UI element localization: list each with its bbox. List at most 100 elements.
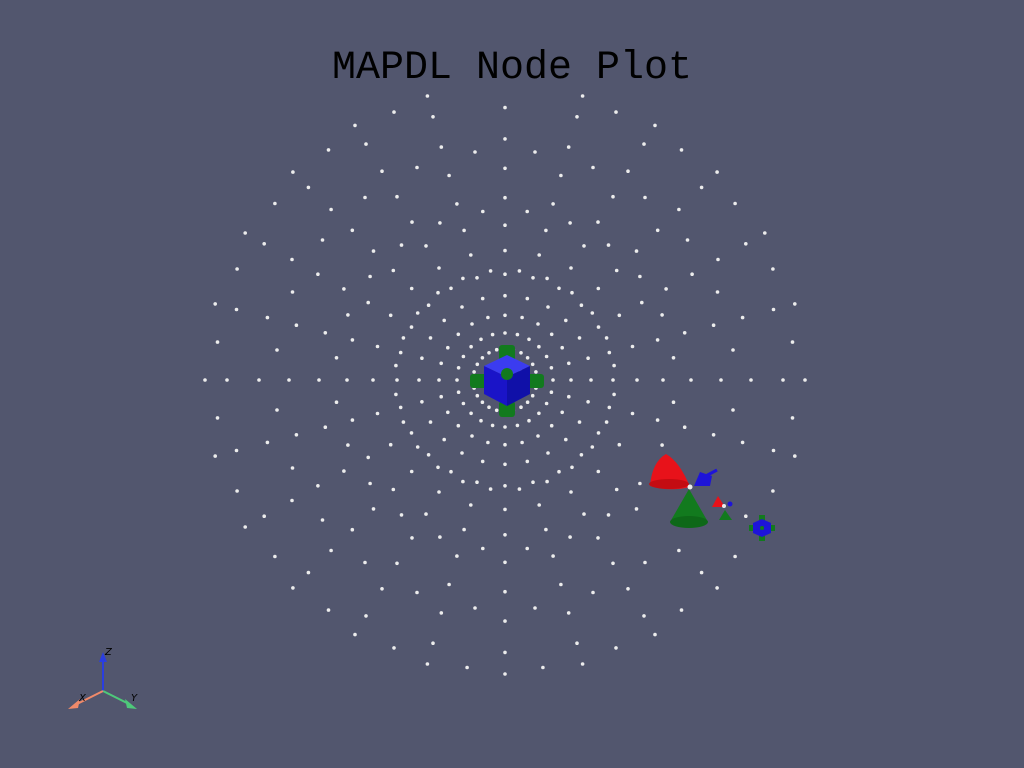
mesh-node <box>596 431 601 435</box>
mesh-node <box>643 195 647 200</box>
mesh-node <box>771 267 775 271</box>
z-axis-arrow-icon <box>99 652 107 662</box>
mesh-node <box>611 561 615 566</box>
mesh-node <box>503 560 507 565</box>
mesh-node <box>544 401 549 406</box>
mesh-node <box>368 274 372 279</box>
mesh-node <box>480 459 485 464</box>
mesh-node <box>455 202 459 206</box>
mesh-node <box>449 286 453 291</box>
mesh-node <box>473 150 477 154</box>
mesh-node <box>560 410 564 415</box>
mesh-node <box>614 646 618 650</box>
mesh-node <box>531 276 535 280</box>
mesh-node <box>626 587 630 591</box>
mesh-node <box>486 440 490 445</box>
mesh-node <box>465 665 469 670</box>
mesh-node <box>447 582 451 587</box>
mesh-node <box>380 169 384 173</box>
mesh-node <box>462 527 466 532</box>
mesh-node <box>586 400 590 404</box>
mesh-node <box>617 442 622 447</box>
mesh-node <box>544 228 548 233</box>
mesh-node <box>415 311 420 315</box>
mesh-node <box>326 148 331 152</box>
mesh-node <box>437 490 441 494</box>
mesh-node <box>590 445 595 449</box>
mesh-node <box>551 554 555 558</box>
mesh-node <box>630 411 635 416</box>
mesh-node <box>480 296 485 301</box>
green-cone-base <box>670 516 708 528</box>
mesh-node <box>679 608 684 612</box>
mesh-node <box>503 331 507 335</box>
mesh-node <box>439 145 444 149</box>
mesh-node <box>350 418 355 422</box>
mesh-node <box>715 290 720 294</box>
mesh-node <box>424 512 428 516</box>
mesh-node <box>579 303 584 308</box>
mesh-node <box>677 548 681 553</box>
mesh-node <box>431 115 435 119</box>
mesh-node <box>564 318 568 323</box>
mesh-node <box>611 194 615 199</box>
mesh-node <box>425 94 430 98</box>
mesh-node <box>490 332 495 337</box>
mesh-node <box>549 332 554 337</box>
mesh-node <box>234 307 239 312</box>
mesh-node <box>213 302 217 306</box>
mesh-node <box>630 344 635 349</box>
mesh-node <box>469 503 473 507</box>
orientation-axes-widget[interactable]: Z Y X <box>68 647 138 709</box>
mesh-node <box>733 201 737 206</box>
mesh-node <box>699 185 704 190</box>
mesh-node <box>503 462 507 467</box>
mesh-node <box>545 479 549 484</box>
mesh-node <box>424 244 428 248</box>
mesh-node <box>655 418 660 422</box>
mesh-node <box>439 394 444 399</box>
mesh-node <box>395 378 399 382</box>
mesh-node <box>375 411 380 416</box>
mesh-node <box>661 378 665 382</box>
mesh-node <box>525 296 530 301</box>
mesh-node <box>771 489 775 493</box>
mesh-node <box>438 535 442 539</box>
mesh-node <box>537 253 541 257</box>
mesh-node <box>329 207 333 212</box>
mesh-node <box>371 249 376 253</box>
mesh-node <box>475 480 479 485</box>
mesh-node <box>612 392 616 397</box>
mesh-node <box>320 518 325 522</box>
mesh-node <box>456 332 461 337</box>
mesh-node <box>569 266 573 270</box>
mesh-node <box>371 507 376 511</box>
mesh-node <box>530 362 535 367</box>
mesh-node <box>290 257 294 262</box>
mesh-node <box>545 276 549 281</box>
mesh-node <box>366 455 371 460</box>
mesh-node <box>575 641 579 645</box>
mesh-node <box>410 220 414 224</box>
mesh-node <box>409 469 414 474</box>
y-axis-line <box>102 690 130 705</box>
small-tab-left <box>749 525 755 531</box>
mesh-node <box>391 268 396 273</box>
constraint-tab-left <box>470 374 488 388</box>
mesh-node <box>456 423 461 428</box>
mesh-node <box>607 350 612 355</box>
mesh-node <box>234 448 239 453</box>
mesh-node <box>215 416 220 420</box>
mesh-node <box>409 431 414 435</box>
mesh-node <box>685 238 690 242</box>
red-cone-base <box>649 479 689 489</box>
mesh-node <box>527 337 531 342</box>
mesh-node <box>290 466 295 470</box>
mesh-node <box>577 420 582 424</box>
mesh-node <box>323 331 328 335</box>
mesh-node <box>398 405 403 410</box>
mesh-node <box>503 533 507 537</box>
mesh-node <box>472 370 476 374</box>
